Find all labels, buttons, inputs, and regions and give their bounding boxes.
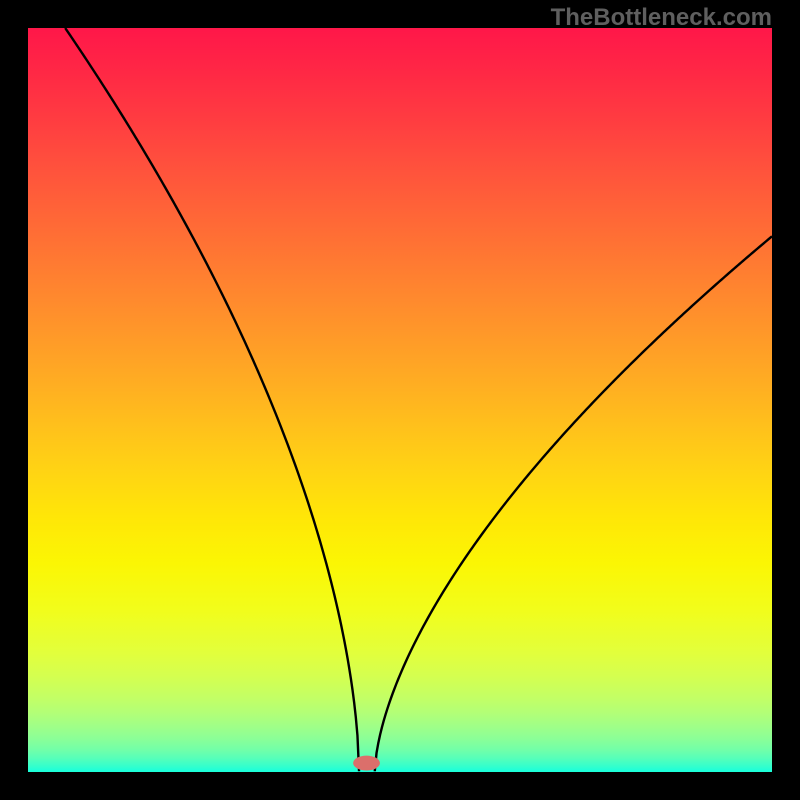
bottleneck-chart	[28, 28, 772, 772]
minimum-marker	[353, 756, 380, 771]
chart-frame: TheBottleneck.com	[0, 0, 800, 800]
chart-svg	[28, 28, 772, 772]
chart-background	[28, 28, 772, 772]
